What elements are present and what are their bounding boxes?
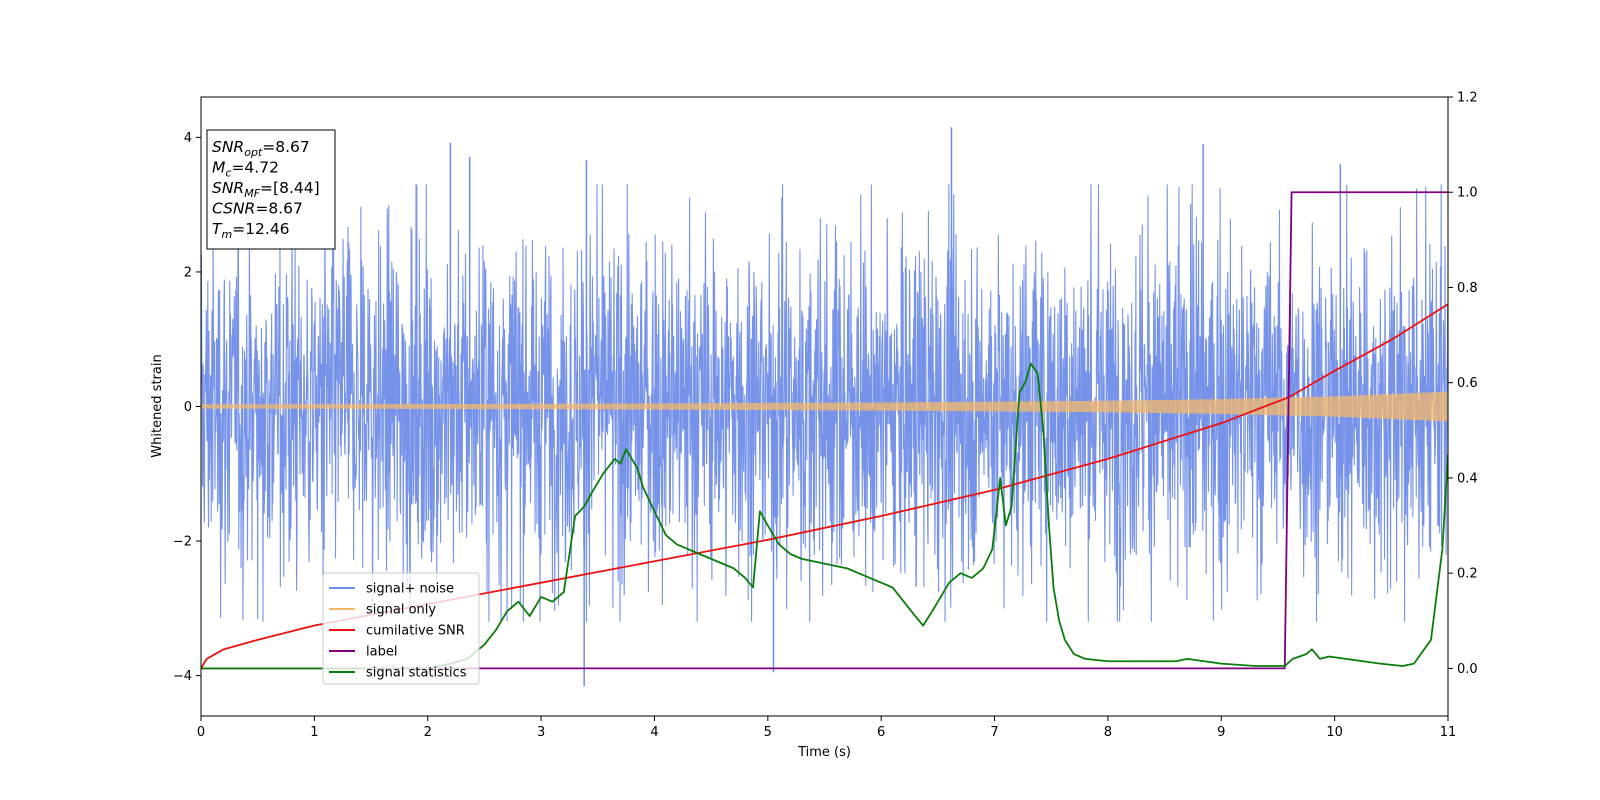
y2-tick-label: 1.0	[1457, 186, 1478, 201]
x-tick-label: 1	[310, 725, 318, 740]
series-cumulative-snr-line	[201, 303, 1448, 669]
x-tick-label: 2	[424, 725, 432, 740]
legend-frame	[322, 572, 480, 685]
x-tick-label: 8	[1104, 725, 1112, 740]
legend-item: label	[329, 645, 397, 660]
y-axis-label: Whitened strain	[150, 354, 165, 457]
y-tick-label: 2	[184, 265, 192, 280]
y-tick-label: 0	[184, 400, 192, 415]
y2-tick-label: 0.0	[1457, 662, 1478, 677]
x-tick-label: 11	[1440, 725, 1457, 740]
stats-line: CSNR=8.67	[212, 200, 303, 218]
axes-layer: 0 1 2 3 4 5 6 7 8 9 10 11 −4 −2 0 2 4 0.0 0.2 0.4 0.6 0.8 1.0 1…	[173, 91, 1478, 741]
series-label-line	[201, 191, 1448, 670]
legend-label: cumilative SNR	[366, 624, 465, 639]
series-signal-statistics-line	[201, 362, 1448, 670]
y2-tick-label: 0.4	[1457, 471, 1478, 486]
y2-tick-label: 0.6	[1457, 376, 1478, 391]
stats-line: Mc=4.72	[212, 159, 279, 180]
x-tick-label: 7	[990, 725, 998, 740]
y-tick-label: −4	[173, 669, 192, 684]
y2-tick-label: 0.8	[1457, 281, 1478, 296]
x-tick-label: 4	[650, 725, 658, 740]
legend-item: signal statistics	[329, 666, 467, 681]
y-tick-label: −2	[173, 535, 192, 550]
x-tick-label: 10	[1326, 725, 1343, 740]
stats-line: SNRopt=8.67	[212, 138, 310, 159]
legend-label: label	[366, 645, 397, 660]
legend-entries: signal+ noise signal only cumilative SNR la…	[329, 582, 467, 681]
y-tick-label: 4	[184, 131, 192, 146]
legend-label: signal only	[366, 603, 436, 618]
x-tick-label: 6	[877, 725, 885, 740]
legend-item: signal+ noise	[329, 582, 454, 597]
series-signal-noise-line	[201, 184, 1448, 622]
legend-label: signal+ noise	[366, 582, 454, 597]
x-tick-label: 3	[537, 725, 545, 740]
legend: signal+ noise signal only cumilative SNR la…	[322, 572, 480, 685]
y2-tick-label: 0.2	[1457, 567, 1478, 582]
series-layer	[201, 127, 1448, 687]
x-tick-label: 9	[1217, 725, 1225, 740]
y2-tick-label: 1.2	[1457, 91, 1478, 106]
stats-line: SNRMF=[8.44]	[212, 179, 320, 200]
stats-box-frame	[206, 129, 336, 250]
series-signal-only-line	[201, 391, 1448, 422]
x-tick-label: 5	[764, 725, 772, 740]
stats-line: Tm=12.46	[212, 220, 290, 241]
legend-item: cumilative SNR	[329, 624, 465, 639]
x-tick-label: 0	[197, 725, 205, 740]
legend-item: signal only	[329, 603, 436, 618]
legend-label: signal statistics	[366, 666, 467, 681]
x-axis-label: Time (s)	[797, 745, 851, 760]
